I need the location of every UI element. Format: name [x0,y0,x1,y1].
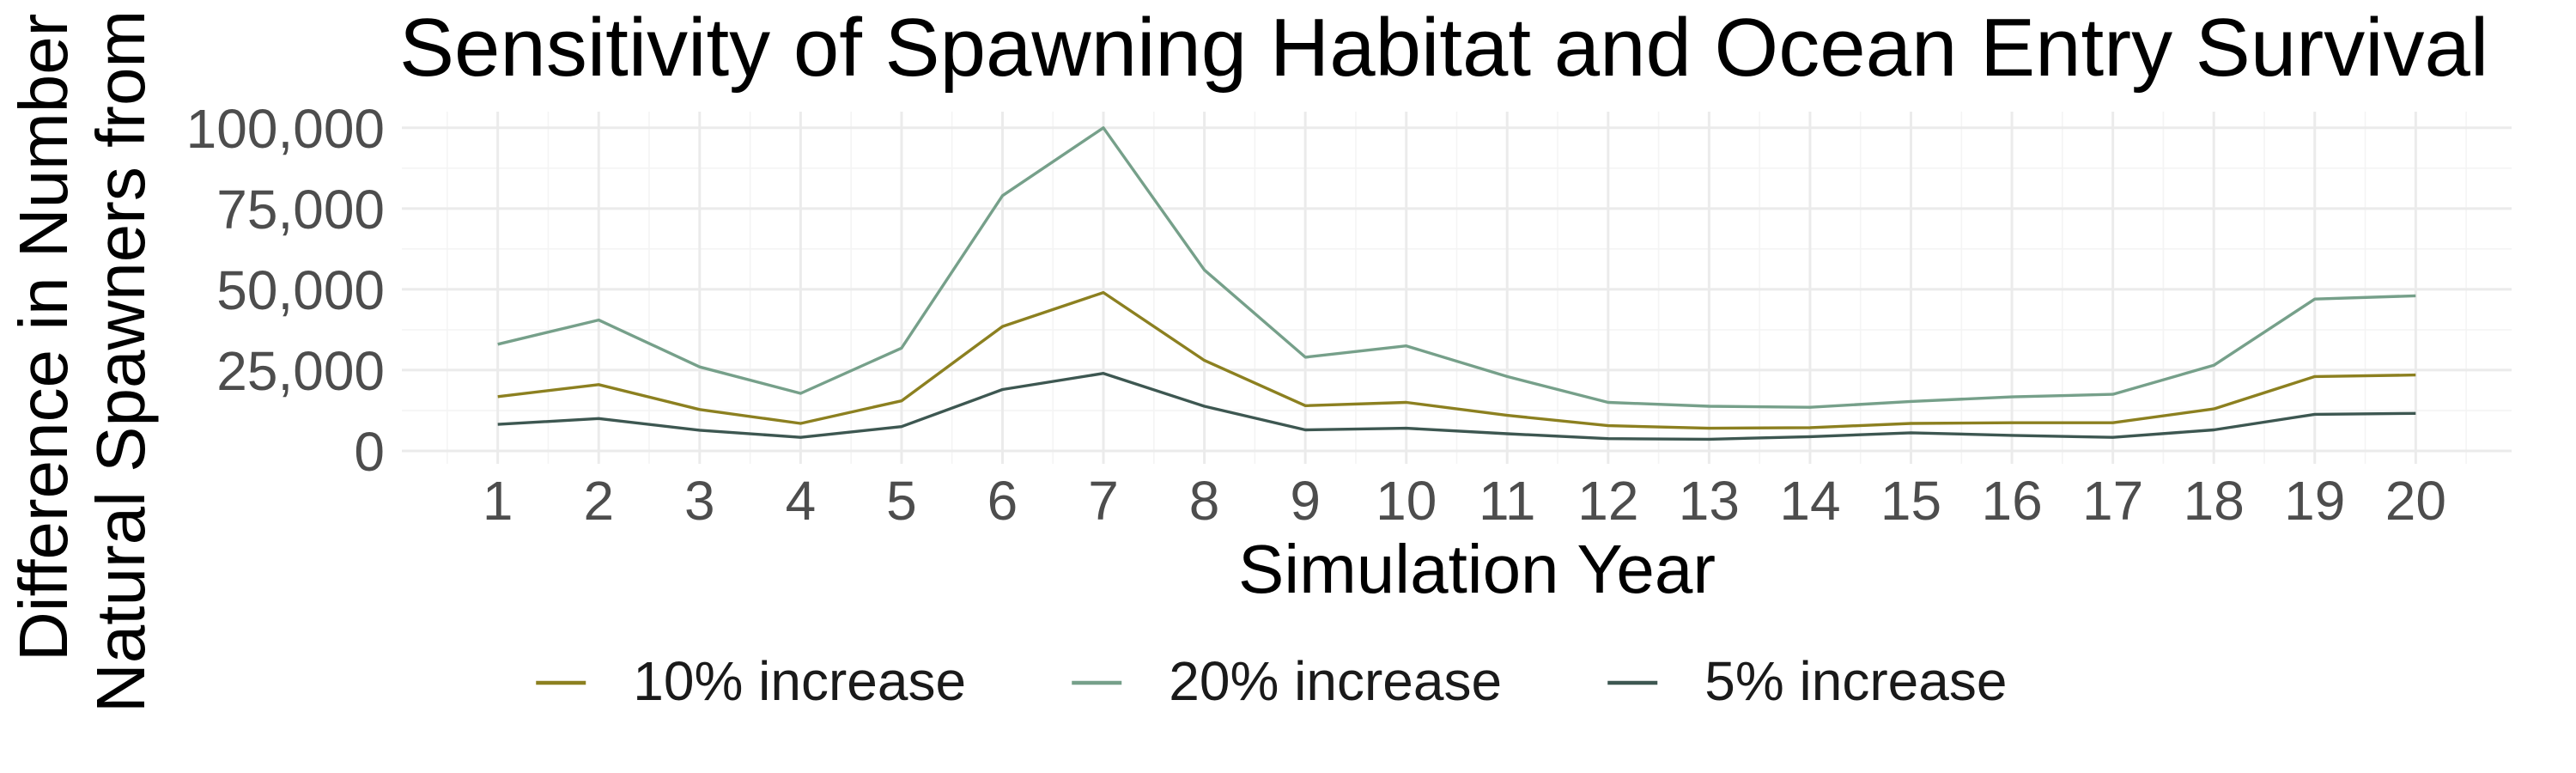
series-line [497,126,2416,409]
y-tick-label: 25,000 [216,340,385,402]
x-tick-label: 11 [1479,470,1535,532]
y-axis-title-line-2: Natural Spawners from [82,10,159,713]
x-tick-label: 8 [1189,470,1220,532]
y-axis-title-line-1: Difference in Number of [5,0,82,661]
x-tick-label: 20 [2385,470,2446,532]
x-tick-label: 14 [1779,470,1840,532]
x-tick-label: 19 [2284,470,2345,532]
y-axis-ticks: 0 25,000 50,000 75,000 100,000 [186,98,385,483]
x-tick-label: 12 [1577,470,1638,532]
legend-label: 20% increase [1169,650,1502,712]
series-line [497,290,2416,430]
x-tick-label: 1 [483,470,513,532]
x-axis-ticks: 1 2 3 4 5 6 7 8 9 10 11 12 13 14 15 16 17 18 19 20 [483,470,2446,532]
y-axis-title: Difference in Number of Natural Spawners… [5,0,159,713]
x-tick-label: 10 [1376,470,1437,532]
x-tick-label: 16 [1981,470,2042,532]
series-line [497,372,2416,441]
x-axis-title: Simulation Year [1238,531,1716,607]
y-tick-label: 75,000 [216,179,385,240]
x-tick-label: 18 [2184,470,2245,532]
x-tick-label: 13 [1679,470,1740,532]
legend-item: 20% increase [1072,650,1502,712]
y-tick-label: 100,000 [186,98,385,160]
legend-label: 5% increase [1704,650,2007,712]
y-tick-label: 50,000 [216,259,385,321]
x-tick-label: 3 [684,470,715,532]
x-tick-label: 4 [786,470,817,532]
y-tick-label: 0 [354,421,385,483]
x-tick-label: 15 [1880,470,1941,532]
x-tick-label: 2 [583,470,614,532]
x-tick-label: 6 [987,470,1018,532]
x-tick-label: 5 [886,470,917,532]
legend-item: 10% increase [536,650,966,712]
x-tick-label: 17 [2082,470,2143,532]
x-tick-label: 9 [1290,470,1321,532]
plot-series [497,126,2416,441]
legend: 10% increase 20% increase 5% increase [536,650,2007,712]
legend-label: 10% increase [633,650,966,712]
x-tick-label: 7 [1088,470,1119,532]
legend-item: 5% increase [1607,650,2007,712]
chart-title: Sensitivity of Spawning Habitat and Ocea… [399,2,2488,94]
